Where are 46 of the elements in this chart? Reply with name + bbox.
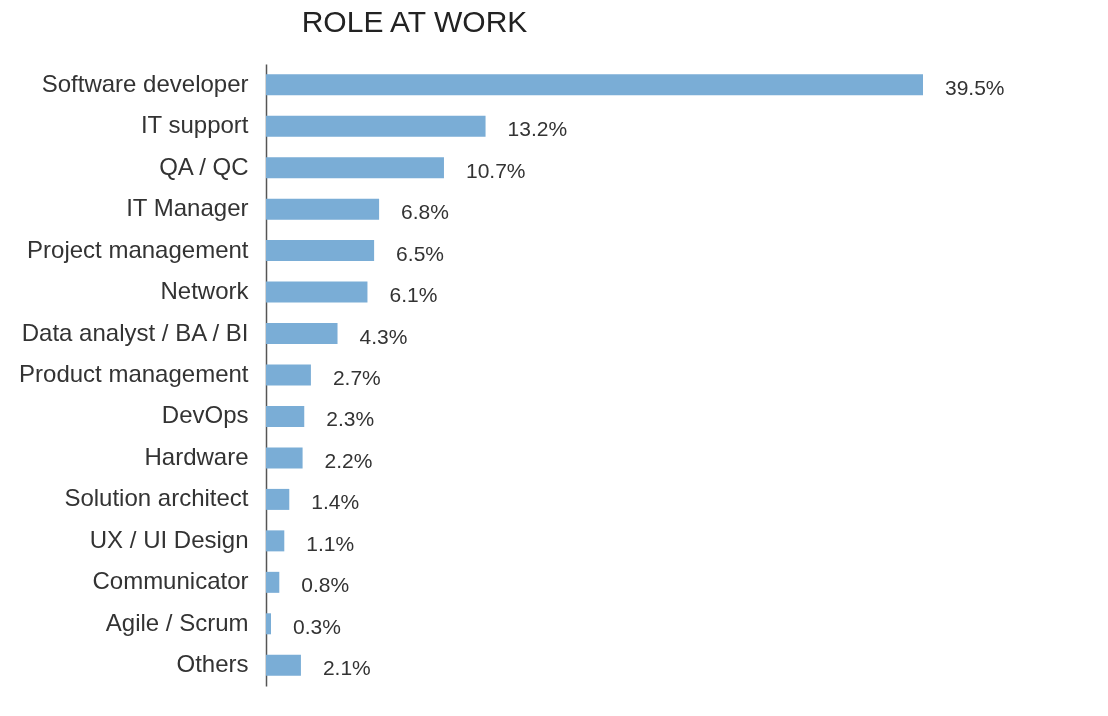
bar (266, 654, 301, 676)
y-tick-label: Product management (19, 360, 249, 387)
y-tick-label: QA / QC (159, 152, 249, 180)
data-label: 1.4% (311, 490, 360, 514)
y-tick-label: UX / UI Design (89, 525, 249, 553)
data-label: 4.3% (359, 324, 408, 348)
y-tick-label: Agile / Scrum (105, 608, 249, 636)
data-label: 0.3% (292, 614, 341, 638)
y-tick-label: Project management (27, 235, 249, 263)
bar (266, 74, 923, 96)
bar (266, 571, 280, 593)
bar (266, 198, 380, 220)
data-label: 6.1% (389, 283, 438, 307)
data-label: 39.5% (945, 75, 1005, 99)
data-label: 2.3% (326, 407, 375, 431)
bar (266, 405, 305, 427)
bar (266, 488, 290, 510)
bar (266, 364, 311, 386)
data-label: 2.2% (324, 448, 373, 472)
bar (266, 281, 368, 303)
y-tick-label: IT Manager (126, 194, 249, 222)
y-tick-label: Software developer (41, 69, 249, 97)
data-label: 0.8% (301, 573, 350, 597)
data-label: 2.7% (332, 366, 381, 389)
data-label: 6.8% (401, 200, 449, 224)
y-tick-label: Solution architect (64, 484, 249, 512)
data-label: 10.7% (465, 158, 526, 182)
data-label: 1.1% (306, 531, 355, 555)
y-tick-label: Others (176, 650, 249, 678)
bar (266, 240, 375, 262)
bar (266, 613, 271, 635)
y-tick-label: Data analyst / BA / BI (21, 318, 249, 346)
data-label: 2.1% (322, 656, 371, 680)
data-label: 6.5% (396, 241, 444, 265)
y-tick-label: IT support (140, 111, 249, 139)
data-label: 13.2% (507, 117, 568, 141)
bar (266, 115, 486, 137)
bar (266, 447, 303, 469)
y-tick-label: Communicator (92, 567, 249, 595)
bar (266, 323, 338, 345)
y-tick-label: Network (160, 277, 250, 305)
bar (266, 530, 285, 552)
y-tick-label: DevOps (161, 401, 249, 429)
y-tick-label: Hardware (144, 442, 249, 470)
bar (266, 157, 444, 179)
chart-title: ROLE AT WORK (301, 5, 528, 38)
